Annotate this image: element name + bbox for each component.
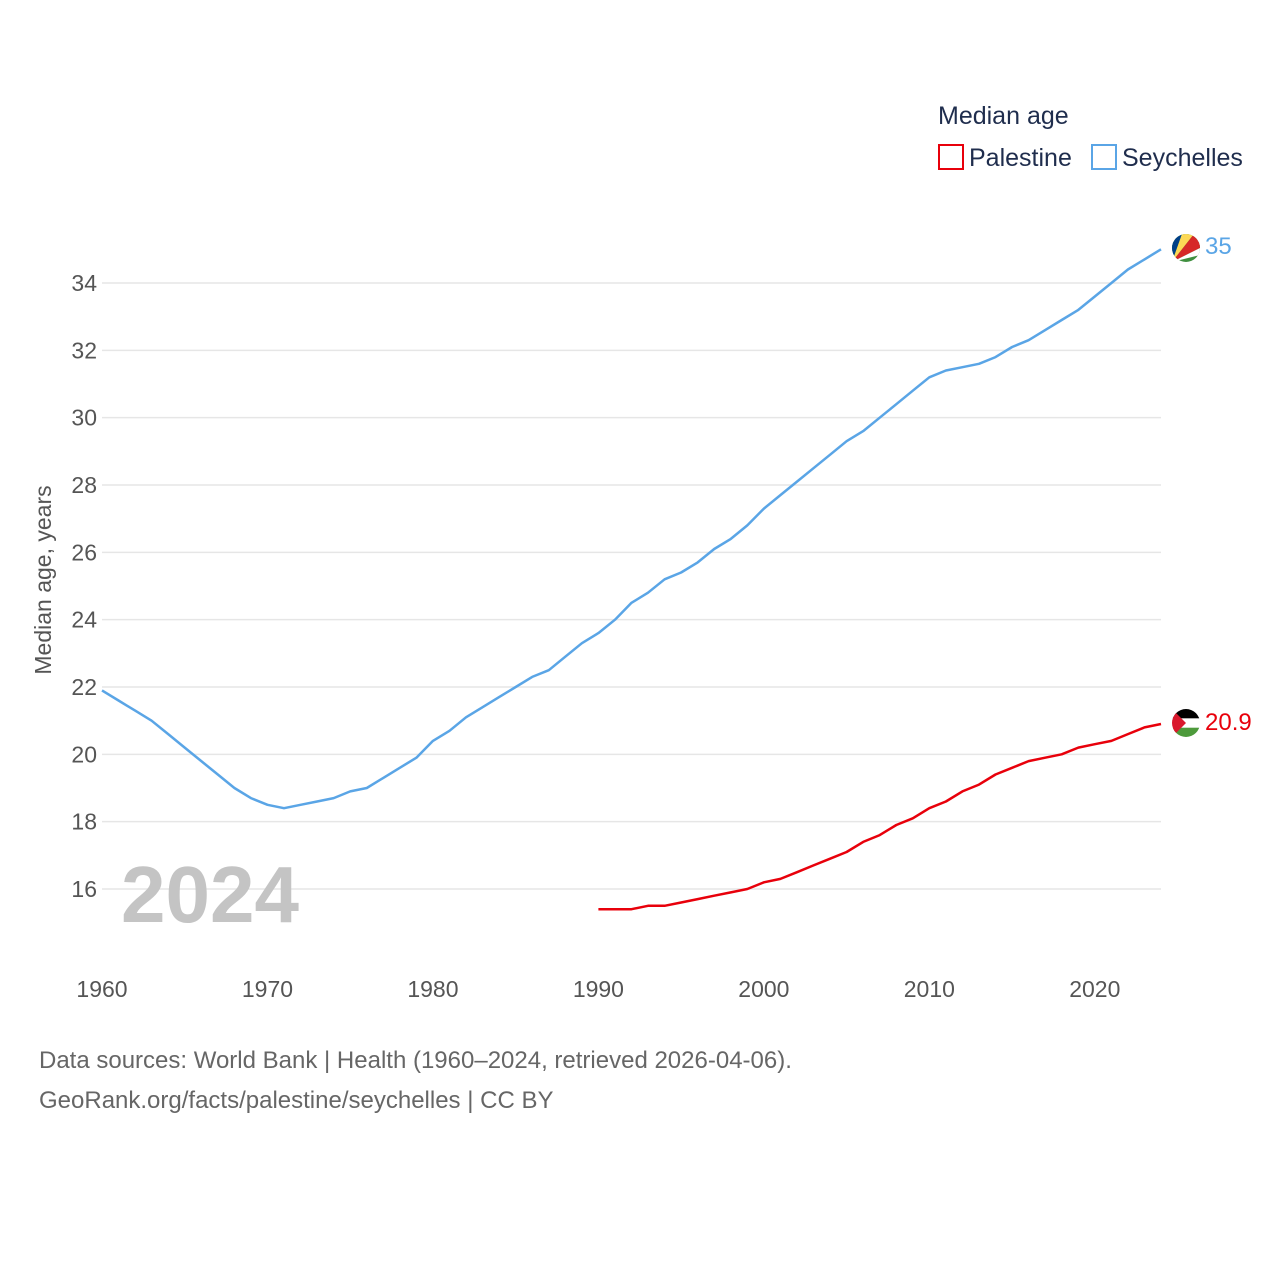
y-tick-label-16: 16	[71, 876, 97, 902]
year-watermark: 2024	[121, 850, 299, 939]
y-tick-label-24: 24	[71, 607, 97, 633]
series-line-palestine[interactable]	[598, 722, 1162, 911]
x-tick-label-2010: 2010	[904, 976, 955, 1002]
x-tick-label-1970: 1970	[242, 976, 293, 1002]
legend-item-palestine[interactable]: Palestine	[938, 144, 1072, 172]
series-group	[101, 248, 1162, 911]
gridlines	[102, 282, 1161, 890]
seychelles-flag-icon	[1172, 234, 1200, 262]
legend-label-palestine: Palestine	[969, 144, 1072, 172]
series-line-seychelles[interactable]	[101, 248, 1162, 810]
y-axis-title: Median age, years	[30, 485, 56, 674]
y-tick-label-20: 20	[71, 741, 97, 767]
y-tick-label-18: 18	[71, 809, 97, 835]
legend-label-seychelles: Seychelles	[1122, 144, 1243, 172]
y-tick-label-34: 34	[71, 270, 97, 296]
x-tick-label-1980: 1980	[407, 976, 458, 1002]
x-tick-label-2020: 2020	[1069, 976, 1120, 1002]
legend-title: Median age	[938, 102, 1069, 130]
y-axis-ticks: 16 18 20 22 24 26 28 30 32 34	[71, 270, 97, 902]
legend-item-seychelles[interactable]: Seychelles	[1091, 144, 1243, 172]
y-tick-label-30: 30	[71, 405, 97, 431]
x-tick-label-2000: 2000	[738, 976, 789, 1002]
x-axis-ticks: 1960 1970 1980 1990 2000 2010 2020	[76, 976, 1120, 1002]
palestine-flag-icon	[1172, 709, 1200, 737]
y-tick-label-28: 28	[71, 472, 97, 498]
y-tick-label-32: 32	[71, 337, 97, 363]
y-tick-label-26: 26	[71, 539, 97, 565]
x-tick-label-1960: 1960	[76, 976, 127, 1002]
end-label-palestine: 20.9	[1205, 709, 1252, 736]
data-sources: Data sources: World Bank | Health (1960–…	[39, 1047, 792, 1074]
legend-swatch-seychelles	[1091, 144, 1117, 170]
end-label-seychelles: 35	[1205, 233, 1232, 260]
legend-swatch-palestine	[938, 144, 964, 170]
x-tick-label-1990: 1990	[573, 976, 624, 1002]
attribution-link[interactable]: GeoRank.org/facts/palestine/seychelles |…	[39, 1087, 553, 1114]
y-tick-label-22: 22	[71, 674, 97, 700]
